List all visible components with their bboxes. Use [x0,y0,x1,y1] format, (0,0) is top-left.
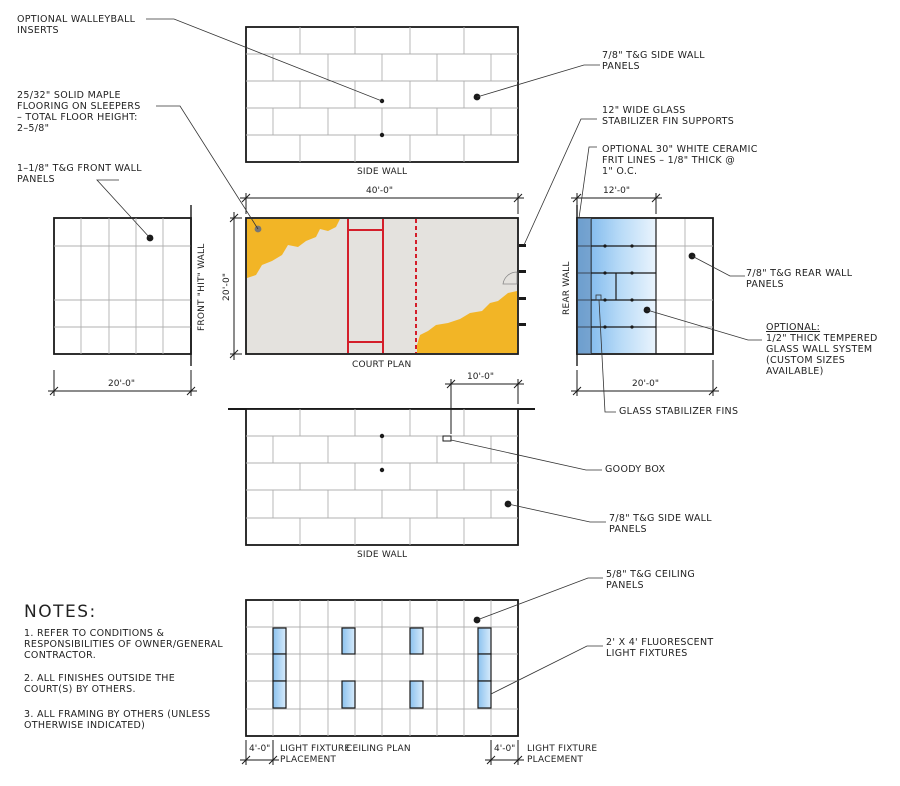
note-2: 2. ALL FINISHES OUTSIDE THE COURT(S) BY O… [24,673,176,695]
label-glass-fin-supports: 12" WIDE GLASS STABILIZER FIN SUPPORTS [602,105,735,127]
label-glass-stabilizer-fins: GLASS STABILIZER FINS [619,406,739,417]
label-maple-flooring: 25/32" SOLID MAPLE FLOORING ON SLEEPERS – … [17,90,141,134]
title-side-wall-top: SIDE WALL [357,167,408,177]
title-light-placement-left: LIGHT FIXTURE PLACEMENT [280,744,351,765]
label-light-fixtures: 2' x 4' FLUORESCENT LIGHT FIXTURES [606,637,714,659]
label-glass-wall-system: OPTIONAL: 1/2" THICK TEMPERED GLASS WALL … [766,322,878,377]
dim-front-wall-width: 20'-0" [108,379,136,389]
label-side-wall-panels-top: 7/8" T&G SIDE WALL PANELS [602,50,705,72]
label-ceiling-panels: 5/8" T&G CEILING PANELS [606,569,696,591]
court-plan [245,217,526,355]
title-light-placement-right: LIGHT FIXTURE PLACEMENT [527,744,598,765]
title-rear-wall: REAR WALL [562,261,572,315]
ceiling-plan [245,599,519,737]
dim-light-left: 4'-0" [249,744,271,754]
dim-court-width: 20'-0" [222,272,232,301]
title-ceiling-plan: CEILING PLAN [346,744,411,754]
label-walleyball-inserts: OPTIONAL WALLEYBALL INSERTS [17,14,136,36]
label-frit-lines: OPTIONAL 30" WHITE CERAMIC FRIT LINES – 1… [602,144,758,177]
title-side-wall-bottom: SIDE WALL [357,550,408,560]
title-front-hit-wall: FRONT "HIT" WALL [197,243,207,331]
dim-rear-glass: 12'-0" [603,186,631,196]
label-front-wall-panels: 1–1/8" T&G FRONT WALL PANELS [17,163,142,185]
note-3: 3. ALL FRAMING BY OTHERS (UNLESS OTHERWIS… [24,709,211,731]
dim-rear-wall-width: 20'-0" [632,379,660,389]
dim-light-right: 4'-0" [494,744,516,754]
leader-lines [96,18,762,695]
front-wall [53,205,192,366]
label-side-wall-panels-bottom: 7/8" T&G SIDE WALL PANELS [609,513,712,535]
dimension-lines [48,193,719,765]
side-wall-bottom [228,408,535,546]
note-1: 1. REFER TO CONDITIONS & RESPONSIBILITIES… [24,628,223,661]
notes-heading: NOTES: [24,602,97,622]
side-wall-top [245,26,519,163]
title-court-plan: COURT PLAN [352,360,412,370]
dim-goody-box-offset: 10'-0" [467,372,495,382]
label-goody-box: GOODY BOX [605,464,666,475]
dim-court-length: 40'-0" [366,186,394,196]
label-rear-wall-panels: 7/8" T&G REAR WALL PANELS [746,268,853,290]
rear-wall [576,205,714,366]
